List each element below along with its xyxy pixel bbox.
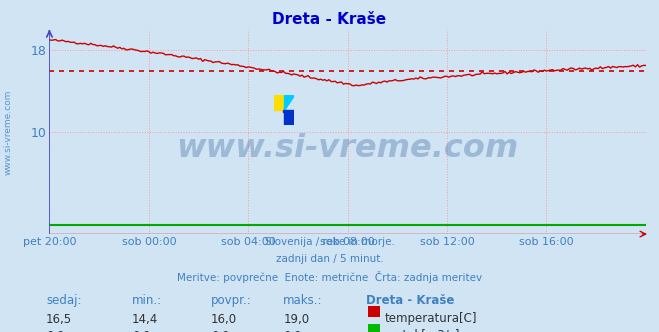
Polygon shape xyxy=(285,110,295,125)
Text: zadnji dan / 5 minut.: zadnji dan / 5 minut. xyxy=(275,254,384,264)
Text: 0,9: 0,9 xyxy=(46,330,65,332)
Text: 14,4: 14,4 xyxy=(132,313,158,326)
Text: min.:: min.: xyxy=(132,294,162,307)
Text: povpr.:: povpr.: xyxy=(211,294,252,307)
Text: temperatura[C]: temperatura[C] xyxy=(384,312,476,325)
Text: Meritve: povprečne  Enote: metrične  Črta: zadnja meritev: Meritve: povprečne Enote: metrične Črta:… xyxy=(177,271,482,283)
Text: Slovenija / reke in morje.: Slovenija / reke in morje. xyxy=(264,237,395,247)
Text: 0,9: 0,9 xyxy=(283,330,302,332)
Text: pretok[m3/s]: pretok[m3/s] xyxy=(384,329,461,332)
Text: 16,0: 16,0 xyxy=(211,313,237,326)
Text: 16,5: 16,5 xyxy=(46,313,72,326)
Text: Dreta - Kraše: Dreta - Kraše xyxy=(366,294,454,307)
Text: Dreta - Kraše: Dreta - Kraše xyxy=(272,12,387,27)
Text: www.si-vreme.com: www.si-vreme.com xyxy=(3,89,13,175)
Text: maks.:: maks.: xyxy=(283,294,323,307)
Text: 0,9: 0,9 xyxy=(211,330,229,332)
Text: www.si-vreme.com: www.si-vreme.com xyxy=(177,133,519,164)
Polygon shape xyxy=(285,95,295,110)
Polygon shape xyxy=(275,95,285,110)
Text: 0,9: 0,9 xyxy=(132,330,150,332)
Polygon shape xyxy=(283,110,285,112)
Text: sedaj:: sedaj: xyxy=(46,294,82,307)
Text: 19,0: 19,0 xyxy=(283,313,310,326)
